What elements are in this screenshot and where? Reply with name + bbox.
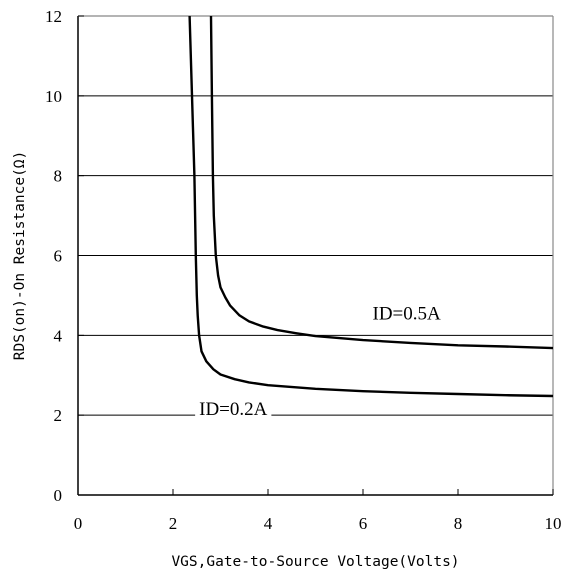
series-group: [188, 15, 554, 398]
y-tick-label-4: 4: [54, 326, 63, 345]
annotation-bg-2: [195, 397, 272, 422]
annotation-label-2: ID=0.2A: [199, 399, 268, 420]
annotation-label-1: ID=0.5A: [373, 303, 442, 324]
x-axis-label: VGS,Gate-to-Source Voltage(Volts): [171, 554, 459, 570]
x-tick-label-8: 8: [454, 514, 463, 533]
y-tick-label-12: 12: [45, 7, 62, 26]
series-line-1: [188, 15, 554, 398]
annotation-bg-1: [368, 301, 445, 326]
x-tick-label-4: 4: [264, 514, 273, 533]
grid-lines: [78, 95, 553, 416]
y-tick-label-8: 8: [54, 167, 63, 186]
annotations: ID=0.5A ID=0.2A: [195, 301, 445, 422]
x-tick-label-10: 10: [545, 514, 562, 533]
x-tick-label-0: 0: [74, 514, 83, 533]
tick-labels: 0 2 4 6 8 10 0 2 4 6 8 10 12: [45, 7, 562, 533]
series-line-2: [209, 15, 554, 350]
y-tick-label-10: 10: [45, 87, 62, 106]
y-tick-label-6: 6: [54, 247, 63, 266]
x-tick-label-2: 2: [169, 514, 178, 533]
x-tick-label-6: 6: [359, 514, 368, 533]
y-axis-label: RDS(on)-On Resistance(Ω): [12, 151, 28, 361]
y-tick-label-0: 0: [54, 486, 63, 505]
y-tick-label-2: 2: [54, 406, 63, 425]
